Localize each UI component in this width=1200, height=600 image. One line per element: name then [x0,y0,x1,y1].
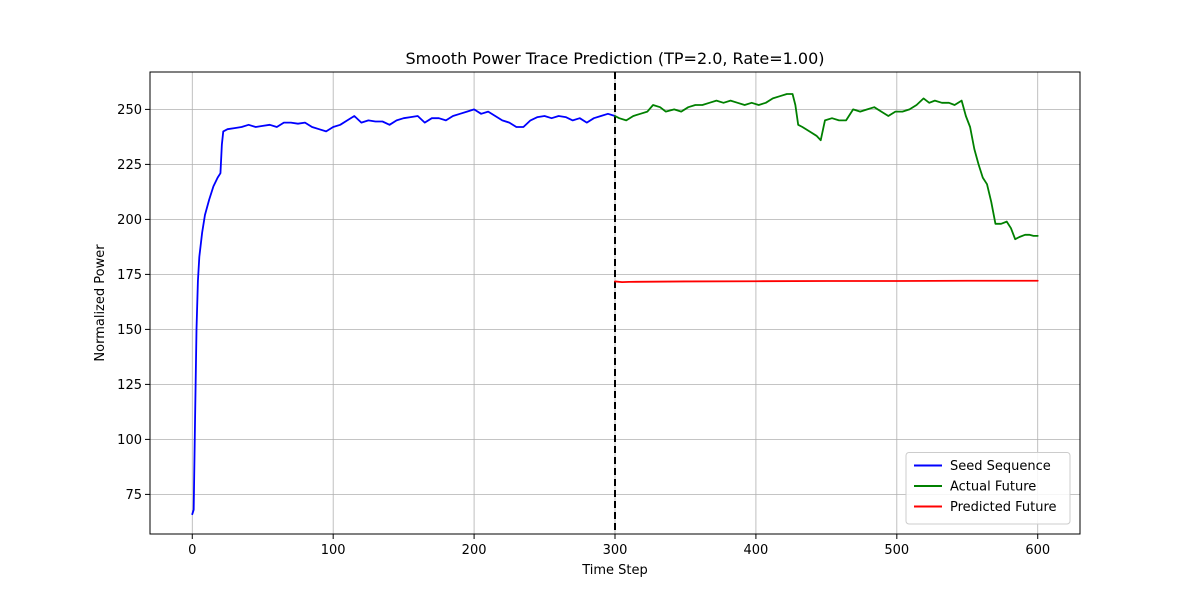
series-line-actual-future [614,93,1039,241]
legend-box [905,452,1071,525]
x-tick-label: 400 [743,543,768,558]
chart-title: Smooth Power Trace Prediction (TP=2.0, R… [405,49,824,68]
x-tick-label: 0 [188,543,196,558]
legend: Seed Sequence Actual Future Predicted Futu… [905,452,1071,525]
legend-label-predicted-future: Predicted Future [950,500,1057,515]
y-tick-label: 200 [117,213,142,228]
x-tick-label: 600 [1025,543,1050,558]
x-axis-title: Time Step [581,563,648,578]
legend-label-actual-future: Actual Future [950,480,1036,495]
series-line-predicted-future [614,279,1039,283]
x-tick-label: 100 [321,543,346,558]
y-tick-label: 125 [117,378,142,393]
x-tick-label: 300 [603,543,628,558]
legend-label-seed-sequence: Seed Sequence [950,459,1051,474]
x-tick-label: 200 [462,543,487,558]
y-axis-title: Normalized Power [93,244,108,362]
y-tick-label: 75 [125,488,142,503]
y-tick-label: 250 [117,103,142,118]
x-tick-label: 500 [884,543,909,558]
y-tick-label: 150 [117,323,142,338]
y-tick-label: 225 [117,158,142,173]
series-line-seed-sequence [191,108,616,516]
y-tick-label: 100 [117,433,142,448]
y-tick-label: 175 [117,268,142,283]
axis-ticks: 0 100 200 300 400 500 600 75 100 125 150 175 200 225 2… [117,103,1050,558]
series-lines [191,93,1039,516]
